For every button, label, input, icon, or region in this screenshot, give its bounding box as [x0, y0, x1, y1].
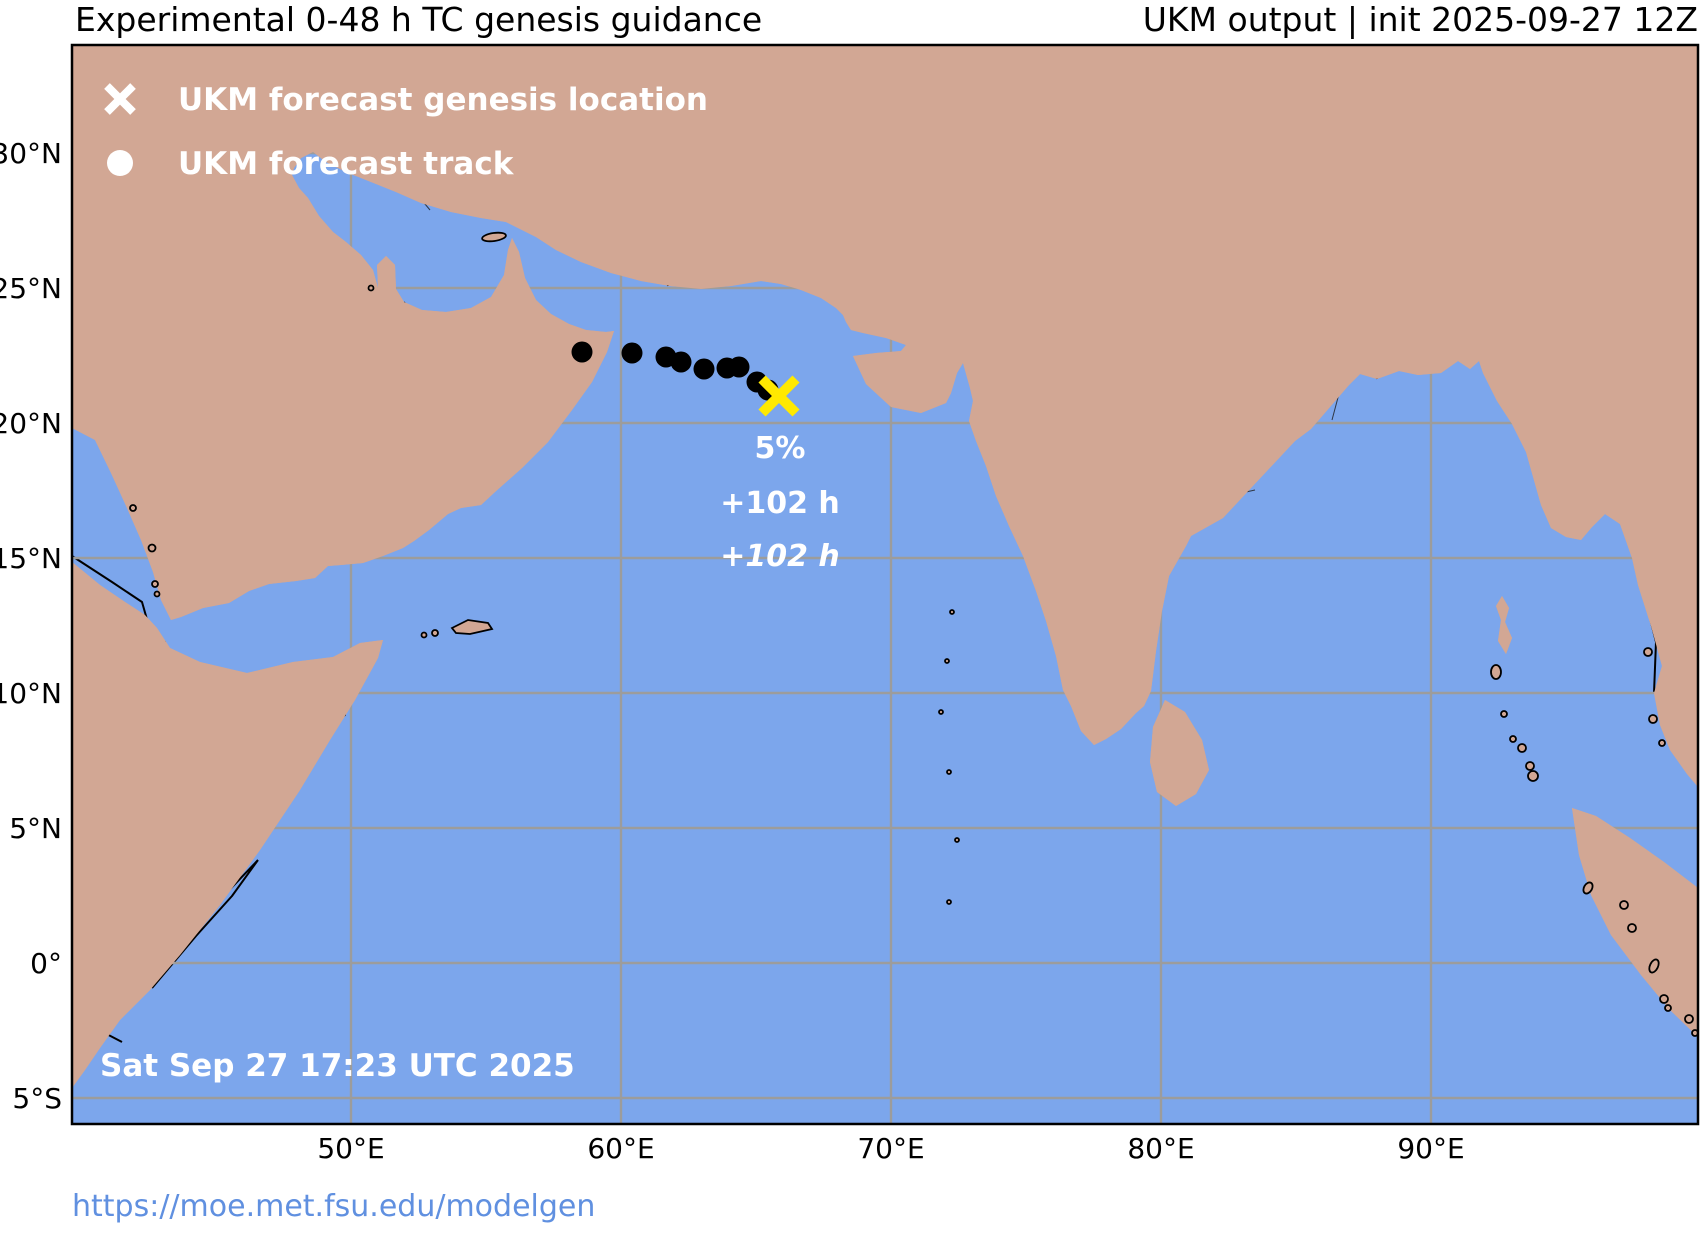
model-init-label: UKM output | init 2025-09-27 12Z: [1143, 0, 1698, 39]
genesis-x-icon: [758, 375, 800, 417]
figure-title: Experimental 0-48 h TC genesis guidance: [75, 0, 762, 39]
lon-tick-label: 70°E: [857, 1132, 924, 1165]
track-point: [670, 351, 692, 373]
lat-tick-label: 30°N: [0, 137, 62, 170]
lat-tick-label: 15°N: [0, 542, 62, 575]
legend-track-label: UKM forecast track: [178, 146, 515, 182]
map: UKM forecast genesis location UKM foreca…: [72, 45, 1698, 1124]
lat-tick-label: 0°: [30, 947, 62, 980]
genesis-annotation: +102 h: [720, 486, 840, 521]
lat-tick-label: 20°N: [0, 407, 62, 440]
genesis-annotation: 5%: [755, 431, 806, 466]
valid-time-label: Sat Sep 27 17:23 UTC 2025: [100, 1048, 575, 1084]
genesis-annotation: +102 h: [720, 539, 840, 574]
genesis-annotations: 5% +102 h +102 h: [720, 431, 840, 574]
longitude-axis: 50°E 60°E 70°E 80°E 90°E: [317, 1132, 1464, 1165]
map-frame: [70, 43, 1700, 1126]
track-point: [621, 342, 643, 364]
track-point: [728, 356, 750, 378]
lat-tick-label: 25°N: [0, 272, 62, 305]
legend-genesis-label: UKM forecast genesis location: [178, 82, 708, 118]
lon-tick-label: 50°E: [317, 1132, 384, 1165]
genesis-location-marker: [758, 375, 800, 417]
track-point: [571, 341, 593, 363]
genesis-marker-legend-icon: [104, 83, 136, 115]
legend: UKM forecast genesis location UKM foreca…: [104, 82, 708, 182]
lon-tick-label: 60°E: [587, 1132, 654, 1165]
lat-tick-label: 10°N: [0, 677, 62, 710]
track-marker-legend-icon: [107, 150, 133, 176]
source-url-link[interactable]: https://moe.met.fsu.edu/modelgen: [72, 1189, 595, 1224]
latitude-axis: 30°N 25°N 20°N 15°N 10°N 5°N 0° 5°S: [0, 137, 62, 1115]
track-point: [693, 358, 715, 380]
lon-tick-label: 80°E: [1127, 1132, 1194, 1165]
lat-tick-label: 5°S: [12, 1082, 62, 1115]
lat-tick-label: 5°N: [9, 812, 62, 845]
lon-tick-label: 90°E: [1397, 1132, 1464, 1165]
small-islands: [129, 231, 1698, 1037]
